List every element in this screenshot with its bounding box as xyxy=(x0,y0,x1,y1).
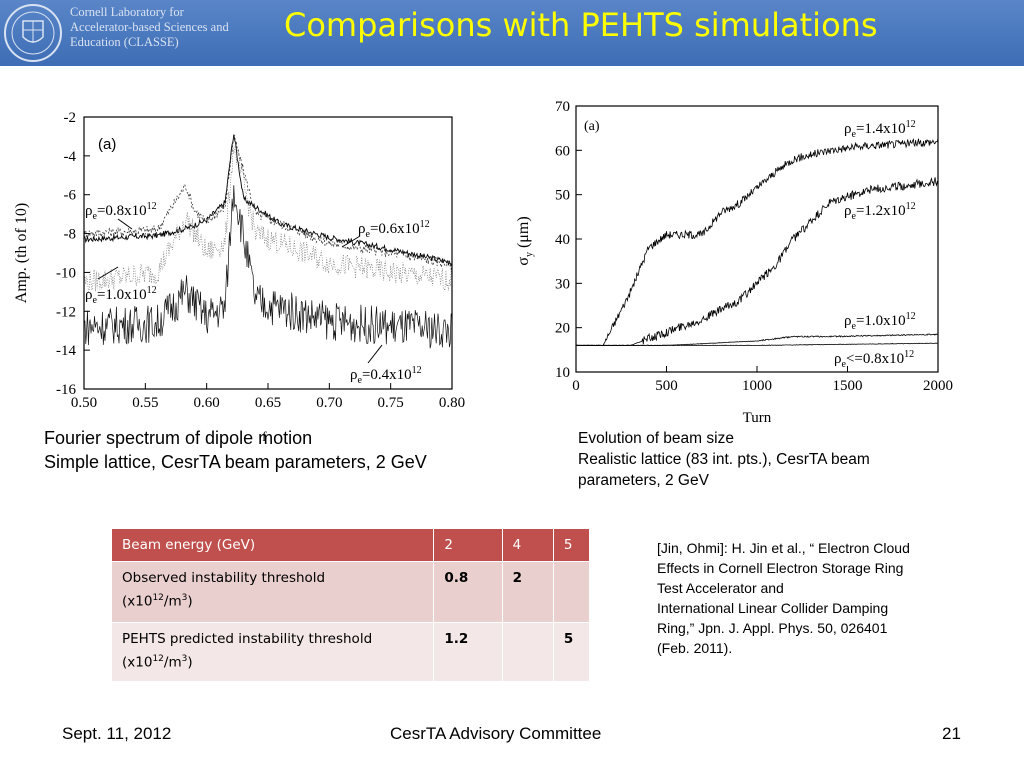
right-series-line-1 xyxy=(575,138,939,347)
left-caption-line-2: Simple lattice, CesrTA beam parameters, … xyxy=(44,452,427,472)
right-caption: Evolution of beam size Realistic lattice… xyxy=(578,428,870,491)
table-row: PEHTS predicted instability threshold (x… xyxy=(110,622,591,682)
right-y-tick-label: 70 xyxy=(555,99,570,115)
reference-line-6: (Feb. 2011). xyxy=(657,640,733,656)
right-y-tick-label: 40 xyxy=(555,232,570,248)
left-label-rho-0.4: ρe=0.4x1012 xyxy=(350,365,422,386)
right-caption-line-3: parameters, 2 GeV xyxy=(578,472,709,489)
left-y-tick-label: -8 xyxy=(64,227,77,243)
right-label-rho-0.8: ρe<=0.8x1012 xyxy=(834,349,914,370)
row-predicted-label-line-1: PEHTS predicted instability threshold xyxy=(122,631,373,647)
right-y-tick-label: 50 xyxy=(555,188,570,204)
row-predicted-5gev: 5 xyxy=(552,622,591,682)
footer-center: CesrTA Advisory Committee xyxy=(390,724,602,743)
right-label-rho-1.2: ρe=1.2x1012 xyxy=(844,201,916,222)
table-row: Observed instability threshold (x1012/m3… xyxy=(110,561,591,623)
left-caption: Fourier spectrum of dipole motion Simple… xyxy=(44,426,427,474)
left-x-tick-label: 0.65 xyxy=(255,395,281,411)
right-caption-line-1: Evolution of beam size xyxy=(578,430,734,447)
header-2gev: 2 xyxy=(433,528,503,562)
fourier-spectrum-chart: 0.50 0.55 0.60 0.65 0.70 0.75 0.80 -2 -4 -6 -8 -10 -… xyxy=(13,110,465,445)
org-line-2: Accelerator-based Sciences and xyxy=(70,20,229,34)
left-series-line-4 xyxy=(83,185,453,349)
left-x-tick-label: 0.50 xyxy=(71,395,97,411)
row-observed-label-line-2: (x1012/m3) xyxy=(122,593,193,610)
right-x-tick-label: 2000 xyxy=(923,378,953,394)
reference-citation: [Jin, Ohmi]: H. Jin et al., “ Electron C… xyxy=(657,538,977,658)
left-y-tick-label: -10 xyxy=(56,265,76,281)
row-predicted-4gev xyxy=(501,622,554,682)
right-panel-label: (a) xyxy=(584,119,600,134)
right-x-axis-label: Turn xyxy=(743,410,772,426)
right-label-rho-1.4: ρe=1.4x1012 xyxy=(844,119,916,140)
left-x-tick-label: 0.55 xyxy=(132,395,158,411)
header-bar: Cornell Laboratory for Accelerator-based… xyxy=(0,0,1024,66)
arrow-rho-0.8 xyxy=(117,218,133,230)
right-y-tick-label: 30 xyxy=(555,276,570,292)
left-x-tick-label: 0.80 xyxy=(439,395,465,411)
reference-line-2: Effects in Cornell Electron Storage Ring xyxy=(657,560,904,576)
reference-line-1: [Jin, Ohmi]: H. Jin et al., “ Electron C… xyxy=(657,540,910,556)
left-y-axis-label: Amp. (th of 10) xyxy=(13,203,30,303)
arrow-rho-0.4 xyxy=(367,344,383,364)
row-observed-2gev: 0.8 xyxy=(433,561,503,623)
threshold-table: Beam energy (GeV) 2 4 5 Observed instabi… xyxy=(110,528,591,682)
right-series-line-4 xyxy=(576,342,938,347)
row-predicted-label-line-2: (x1012/m3) xyxy=(122,654,193,671)
footer-date: Sept. 11, 2012 xyxy=(62,724,172,743)
left-x-axis-label: f xyxy=(262,430,267,445)
header-4gev: 4 xyxy=(501,528,554,562)
left-caption-line-1: Fourier spectrum of dipole motion xyxy=(44,428,313,448)
right-x-tick-label: 500 xyxy=(655,378,678,394)
right-x-tick-label: 1500 xyxy=(833,378,863,394)
slide-title: Comparisons with PEHTS simulations xyxy=(284,6,878,44)
left-x-tick-label: 0.70 xyxy=(316,395,342,411)
left-y-tick-label: -12 xyxy=(56,304,76,320)
org-line-3: Education (CLASSE) xyxy=(70,35,179,49)
left-y-tick-label: -2 xyxy=(64,110,77,126)
right-x-tick-label: 1000 xyxy=(742,378,772,394)
left-y-tick-label: -14 xyxy=(56,343,76,359)
arrow-rho-0.6 xyxy=(341,235,361,248)
left-y-tick-label: -4 xyxy=(64,149,77,165)
row-observed-4gev: 2 xyxy=(501,561,554,623)
left-series-line-2 xyxy=(83,134,453,270)
left-label-rho-0.8: ρe=0.8x1012 xyxy=(85,201,157,222)
left-panel-label: (a) xyxy=(98,136,116,153)
right-series-line-2 xyxy=(575,176,939,347)
left-series-line-1 xyxy=(83,134,453,267)
arrow-rho-1.0 xyxy=(97,266,119,280)
left-label-rho-0.6: ρe=0.6x1012 xyxy=(358,219,430,240)
header-5gev: 5 xyxy=(552,528,591,562)
cornell-seal-icon xyxy=(4,4,62,62)
left-label-rho-1.0: ρe=1.0x1012 xyxy=(85,285,157,306)
left-plot-frame xyxy=(83,116,453,390)
reference-line-4: International Linear Collider Damping xyxy=(657,600,889,616)
left-x-tick-label: 0.60 xyxy=(194,395,220,411)
row-predicted-label: PEHTS predicted instability threshold (x… xyxy=(110,622,435,682)
left-y-tick-label: -6 xyxy=(64,188,77,204)
left-y-tick-label: -16 xyxy=(56,382,76,398)
footer-page-number: 21 xyxy=(942,724,961,743)
left-x-tick-label: 0.75 xyxy=(378,395,404,411)
right-label-rho-1.0: ρe=1.0x1012 xyxy=(844,311,916,332)
right-y-axis-label: σy (μm) xyxy=(515,216,535,265)
right-y-tick-label: 60 xyxy=(555,143,570,159)
table-header-row: Beam energy (GeV) 2 4 5 xyxy=(110,528,591,562)
right-x-tick-label: 0 xyxy=(572,378,580,394)
row-predicted-2gev: 1.2 xyxy=(433,622,503,682)
beam-size-chart: 0 500 1000 1500 2000 70 60 50 40 30 20 10 (a) σy (μ… xyxy=(515,99,953,426)
org-line-1: Cornell Laboratory for xyxy=(70,5,184,19)
header-beam-energy: Beam energy (GeV) xyxy=(110,528,435,562)
reference-line-3: Test Accelerator and xyxy=(657,580,784,596)
row-observed-label: Observed instability threshold (x1012/m3… xyxy=(110,561,435,623)
row-observed-5gev xyxy=(552,561,591,623)
right-y-tick-label: 10 xyxy=(555,365,570,381)
right-y-tick-label: 20 xyxy=(555,321,570,337)
left-series-line-3 xyxy=(83,144,453,292)
org-name: Cornell Laboratory for Accelerator-based… xyxy=(70,5,229,50)
row-observed-label-line-1: Observed instability threshold xyxy=(122,570,326,586)
reference-line-5: Ring,” Jpn. J. Appl. Phys. 50, 026401 xyxy=(657,620,888,636)
right-caption-line-2: Realistic lattice (83 int. pts.), CesrTA… xyxy=(578,451,870,468)
